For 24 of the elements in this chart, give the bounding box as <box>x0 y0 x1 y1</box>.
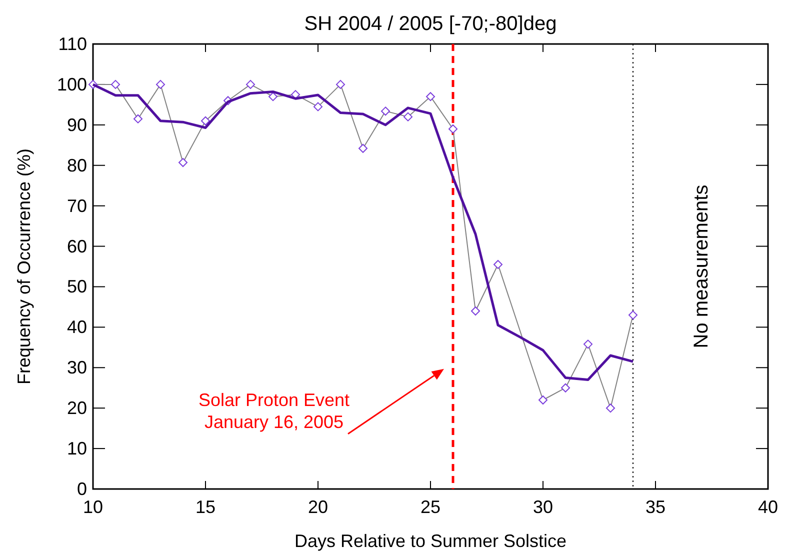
y-tick-label: 20 <box>66 398 87 418</box>
x-tick-label: 15 <box>195 497 216 517</box>
chart-title: SH 2004 / 2005 [-70;-80]deg <box>304 13 557 35</box>
x-tick-label: 30 <box>532 497 554 517</box>
annotation: Solar Proton Event January 16, 2005 <box>198 390 350 432</box>
y-tick-label: 50 <box>66 276 87 297</box>
y-tick-label: 110 <box>58 34 87 54</box>
y-tick-label: 10 <box>66 438 87 459</box>
x-tick-label: 10 <box>82 497 104 517</box>
y-tick-label: 100 <box>56 74 87 94</box>
y-tick-label: 70 <box>66 196 87 216</box>
y-tick-label: 40 <box>66 317 87 338</box>
y-tick-label: 0 <box>76 479 87 499</box>
annotation: No measurements <box>690 184 712 348</box>
y-tick-label: 60 <box>66 236 87 256</box>
x-tick-label: 40 <box>758 497 778 517</box>
x-tick-label: 25 <box>420 497 441 517</box>
x-tick-label: 20 <box>308 497 328 517</box>
x-axis-title: Days Relative to Summer Solstice <box>294 531 567 551</box>
y-axis-title: Frequency of Occurrence (%) <box>14 148 34 385</box>
y-tick-label: 90 <box>66 114 87 135</box>
y-tick-label: 30 <box>66 358 87 378</box>
y-tick-label: 80 <box>66 155 87 176</box>
x-tick-label: 35 <box>645 497 666 517</box>
